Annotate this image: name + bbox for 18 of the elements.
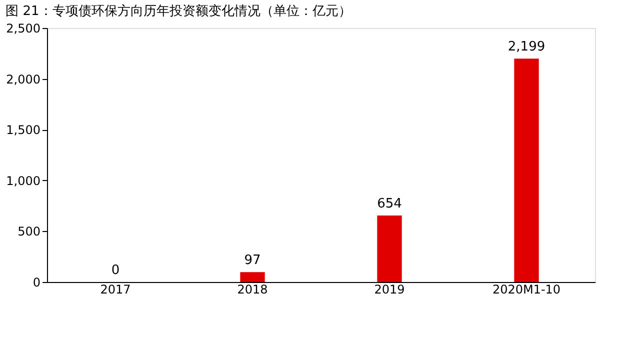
bar: [514, 58, 539, 282]
y-tick-label: 1,000: [6, 174, 40, 188]
data-label: 97: [244, 253, 261, 268]
data-label: 0: [111, 263, 120, 278]
data-label: 2,199: [508, 40, 546, 55]
x-tick-label: 2019: [374, 282, 405, 296]
x-tick-label: 2020M1-10: [492, 282, 561, 296]
y-tick-label: 0: [32, 276, 40, 290]
y-tick-label: 500: [18, 224, 40, 239]
chart-title: 图 21：专项债环保方向历年投资额变化情况（单位：亿元）: [6, 3, 352, 19]
y-tick-label: 2,000: [6, 72, 40, 86]
bar: [377, 216, 402, 282]
x-tick-label: 2018: [237, 282, 268, 296]
data-label: 654: [377, 196, 402, 212]
bar: [240, 272, 265, 282]
x-tick-label: 2017: [100, 282, 131, 296]
y-tick-label: 1,500: [6, 123, 40, 138]
y-tick-label: 2,500: [6, 22, 40, 36]
